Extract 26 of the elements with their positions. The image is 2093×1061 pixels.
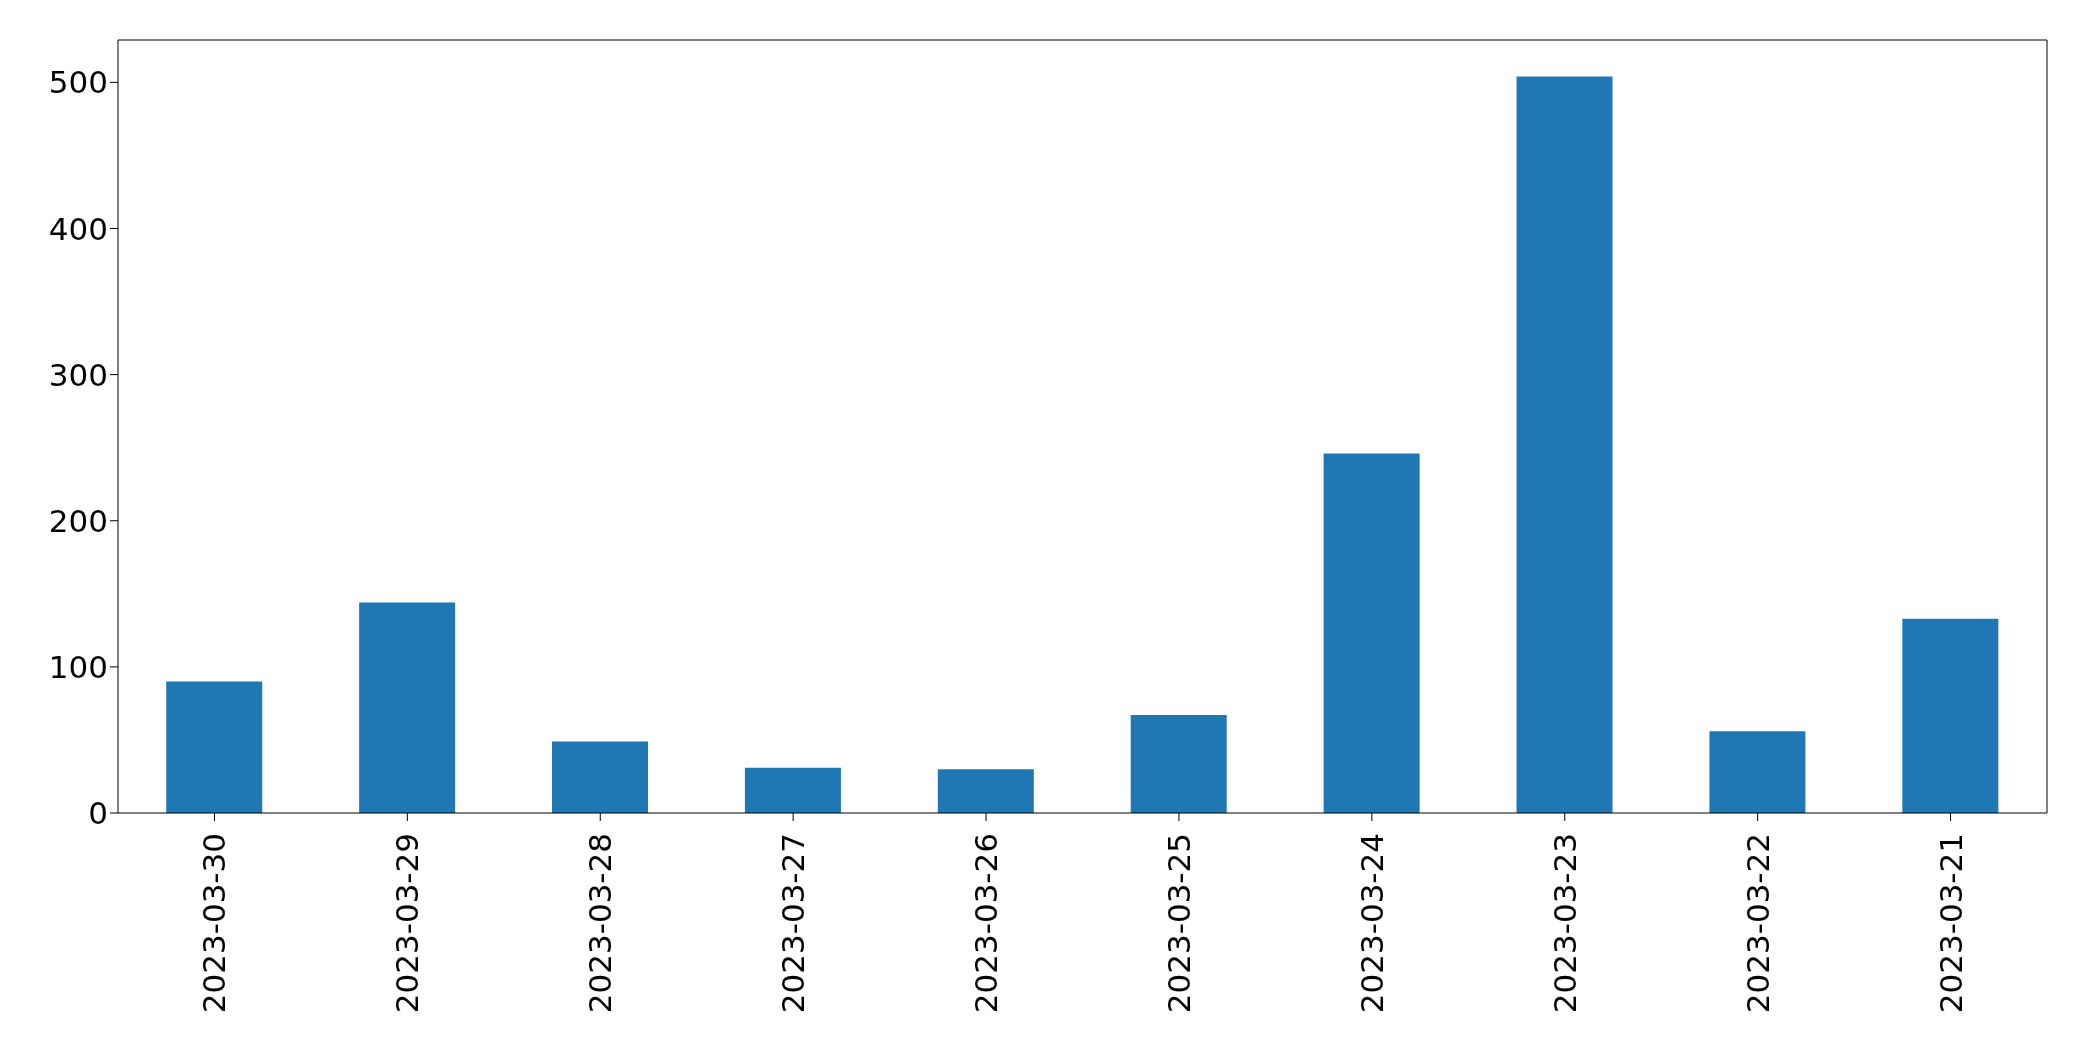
- y-tick-label: 0: [88, 795, 108, 832]
- y-tick-label: 500: [48, 64, 108, 101]
- y-tick-label: 200: [48, 502, 108, 539]
- bar: [1709, 731, 1806, 813]
- y-tick-label: 300: [48, 356, 108, 393]
- y-tick-label: 100: [48, 648, 108, 685]
- bar: [1323, 453, 1420, 813]
- x-tick-label: 2023-03-26: [968, 833, 1005, 1014]
- bar: [1130, 715, 1227, 813]
- bar: [937, 769, 1034, 813]
- x-tick-label: 2023-03-23: [1546, 833, 1583, 1014]
- bar: [166, 681, 263, 813]
- x-tick-label: 2023-03-29: [389, 833, 426, 1014]
- bar: [744, 767, 841, 813]
- x-tick-label: 2023-03-30: [196, 833, 233, 1014]
- bar: [1516, 76, 1613, 813]
- x-tick-label: 2023-03-25: [1160, 833, 1197, 1014]
- x-tick-label: 2023-03-24: [1353, 833, 1390, 1014]
- x-tick-label: 2023-03-22: [1739, 833, 1776, 1014]
- x-tick-label: 2023-03-28: [582, 833, 619, 1014]
- bar: [552, 741, 649, 813]
- bar: [359, 602, 456, 813]
- y-tick-label: 400: [48, 210, 108, 247]
- x-tick-label: 2023-03-21: [1932, 833, 1969, 1014]
- bar: [1902, 618, 1999, 813]
- x-tick-label: 2023-03-27: [775, 833, 812, 1014]
